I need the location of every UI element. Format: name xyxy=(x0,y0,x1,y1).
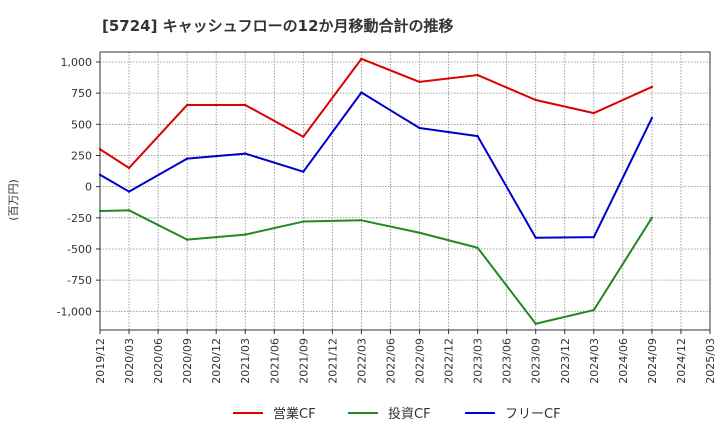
x-tick-label: 2023/09 xyxy=(530,338,543,384)
data-point xyxy=(592,235,596,239)
x-tick-label: 2020/09 xyxy=(181,338,194,384)
series-line xyxy=(99,209,653,325)
data-point xyxy=(476,246,479,249)
legend-label: 営業CF xyxy=(273,406,316,422)
data-point xyxy=(360,219,363,222)
data-point xyxy=(418,126,421,130)
x-tick-label: 2025/03 xyxy=(704,338,717,384)
y-tick-label: 1,000 xyxy=(61,56,93,69)
data-point xyxy=(244,152,247,155)
x-axis-ticks: 2019/12 2020/03 2020/06 2020/09 2020/12 2021/… xyxy=(94,330,717,384)
x-tick-label: 2024/03 xyxy=(588,338,601,384)
data-point xyxy=(534,322,537,325)
data-point xyxy=(302,135,305,138)
x-tick-label: 2024/12 xyxy=(675,338,688,384)
x-tick-label: 2021/06 xyxy=(268,338,281,384)
data-point xyxy=(650,216,654,220)
data-point xyxy=(418,80,421,84)
data-point xyxy=(302,220,305,223)
data-point xyxy=(244,103,247,107)
y-tick-label: 250 xyxy=(71,149,92,162)
legend-label: フリーCF xyxy=(505,407,561,422)
data-point xyxy=(98,148,102,151)
y-tick-label: 500 xyxy=(71,118,92,131)
data-point xyxy=(185,157,189,160)
chart-title: [5724] キャッシュフローの12か月移動合計の推移 xyxy=(102,17,454,35)
data-point xyxy=(127,190,131,193)
data-point xyxy=(360,91,363,94)
x-tick-label: 2024/09 xyxy=(646,338,659,384)
series-line xyxy=(99,57,653,169)
series-lines xyxy=(98,57,654,325)
x-tick-label: 2022/03 xyxy=(355,338,368,384)
y-axis-label: (百万円) xyxy=(7,179,20,221)
x-tick-label: 2020/06 xyxy=(152,338,165,384)
data-point xyxy=(592,111,596,115)
y-tick-label: -1,000 xyxy=(57,305,92,318)
x-tick-label: 2022/09 xyxy=(414,338,427,384)
data-point xyxy=(650,116,654,120)
x-tick-label: 2023/03 xyxy=(472,338,485,384)
y-tick-label: -500 xyxy=(67,243,92,256)
x-tick-label: 2020/12 xyxy=(210,338,223,384)
x-tick-label: 2022/12 xyxy=(443,338,456,384)
x-tick-label: 2023/06 xyxy=(501,338,514,384)
x-tick-label: 2023/12 xyxy=(559,338,572,384)
legend: 営業CF 投資CF フリーCF xyxy=(233,406,561,422)
x-tick-label: 2020/03 xyxy=(123,338,136,384)
data-point xyxy=(476,73,479,77)
data-point xyxy=(592,308,596,312)
x-tick-label: 2019/12 xyxy=(94,338,107,384)
grid xyxy=(100,52,710,330)
data-point xyxy=(98,173,102,176)
data-point xyxy=(98,209,102,213)
x-tick-label: 2021/03 xyxy=(239,338,252,384)
series-line xyxy=(99,91,653,239)
data-point xyxy=(185,103,189,107)
data-point xyxy=(418,231,421,234)
data-point xyxy=(244,233,247,236)
data-point xyxy=(127,209,131,212)
x-tick-label: 2021/12 xyxy=(326,338,339,384)
data-point xyxy=(650,85,654,89)
y-tick-label: -250 xyxy=(67,212,92,225)
data-point xyxy=(476,134,479,138)
data-point xyxy=(127,166,131,170)
plot-frame xyxy=(99,51,711,331)
data-point xyxy=(185,238,189,241)
legend-label: 投資CF xyxy=(388,406,431,422)
x-tick-label: 2022/06 xyxy=(384,338,397,384)
data-point xyxy=(360,57,363,61)
y-axis-ticks: 1,000 750 500 250 0 -250 -500 -750 -1,000 xyxy=(57,56,100,318)
y-tick-label: 750 xyxy=(71,87,92,100)
y-tick-label: 0 xyxy=(85,181,92,194)
y-tick-label: -750 xyxy=(67,274,92,287)
data-point xyxy=(534,236,537,239)
x-tick-label: 2024/06 xyxy=(617,338,630,384)
data-point xyxy=(302,170,305,173)
x-tick-label: 2021/09 xyxy=(297,338,310,384)
data-point xyxy=(534,98,537,102)
